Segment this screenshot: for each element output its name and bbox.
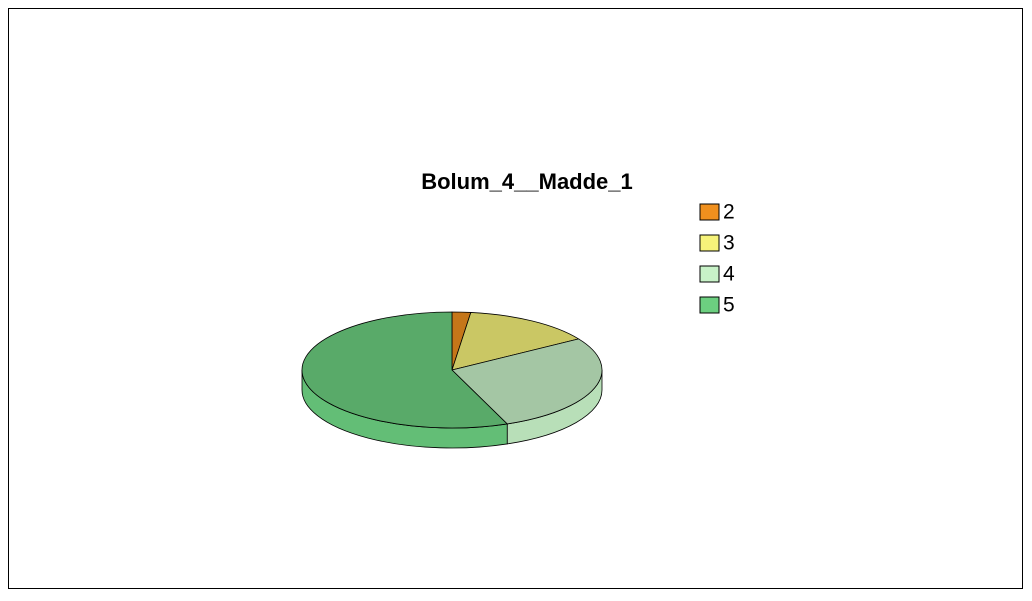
legend-label: 4 [723,263,735,286]
legend-swatch [699,265,720,283]
chart-title: Bolum_4__Madde_1 [421,169,633,194]
legend-label: 2 [723,201,735,224]
legend-label: 3 [723,232,735,255]
legend-swatch [699,203,720,221]
legend-label: 5 [723,294,735,317]
pie-slice [301,311,509,429]
frame [8,8,1023,589]
legend-swatch [699,234,720,252]
pie-slice [451,338,603,425]
legend-swatch [699,296,720,314]
pie-slice [451,312,580,371]
